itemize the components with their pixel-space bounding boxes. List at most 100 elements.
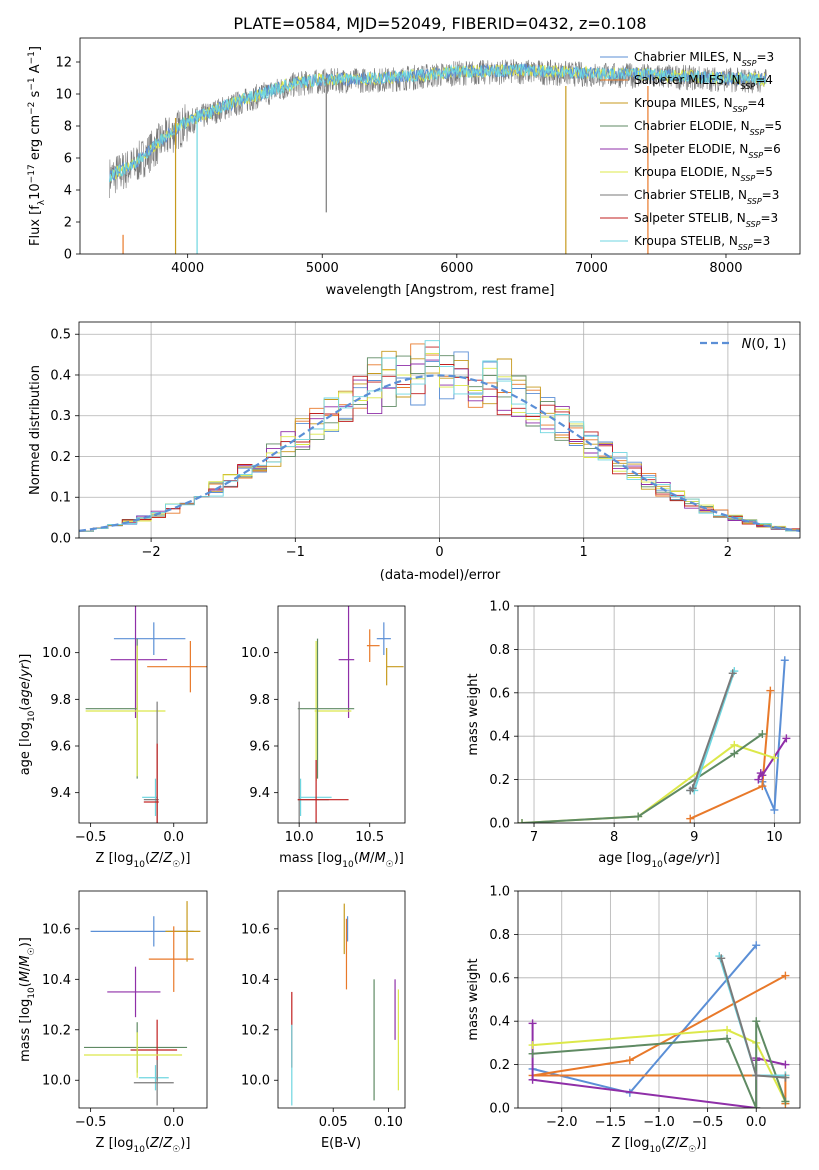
y-tick-label: 10.0 [241,646,270,661]
weight-line [689,690,772,820]
weight_vs_Z-xlabel: Z [log10(Z/Z☉)] [612,1136,707,1155]
label-part: Z [149,1136,160,1151]
spectrum-marks [109,59,767,254]
legend-tail: =3 [762,188,780,202]
label-part: / [18,966,33,971]
y-tick-label: 10.0 [42,1074,71,1089]
y-tick-label: 10.4 [241,973,270,988]
x-tick-label: 0.0 [163,830,184,845]
label-part: / [18,676,33,681]
label-part: Z [162,1136,173,1151]
label-part: 10 [28,183,43,200]
mass_vs_ebv-clipped [291,903,399,1106]
legend-label: Chabrier MILES, NSSP=3 [634,50,774,68]
legend-label: Kroupa STELIB, NSSP=3 [634,234,770,252]
y-tick-label: 10.0 [42,646,71,661]
y-tick-label: 10.2 [42,1023,71,1038]
label-part: ( [354,851,359,866]
legend-label: Kroupa MILES, NSSP=4 [634,96,765,114]
y-tick-label: 1.0 [489,885,510,900]
x-tick-label: 6000 [440,261,473,276]
label-part: )] [180,1136,190,1151]
weight_vs_age-xlabel: age [log10(age/yr)] [598,851,720,870]
label-part: ( [661,1136,666,1151]
mass_vs_Z-axes: −0.5 0.0 10.0 10.2 10.4 10.6 [42,922,184,1130]
y-tick-label: 9.8 [249,693,270,708]
age_vs_mass-marks [297,606,404,823]
age_vs_Z-ylabel: age [log10(age/yr)] [18,654,37,776]
y-tick-label: 1.0 [489,600,510,615]
label-part: / [159,851,164,866]
age_vs_Z-axes: −0.5 0.0 9.4 9.6 9.8 10.0 [42,646,184,845]
age_vs_mass-frame [277,605,406,824]
y-tick-label: 10.2 [241,1023,270,1038]
y-tick-label: 0.3 [50,409,71,424]
weight-line [521,743,775,823]
normal-curve [79,374,800,532]
weight_vs_age-frame [517,605,801,824]
y-tick-label: 0.2 [489,1058,510,1073]
x-tick-label: 10 [766,830,783,845]
y-tick-label: 2 [64,216,72,231]
y-tick-label: 9.6 [249,740,270,755]
mass_vs_ebv-xlabel: E(B-V) [321,1136,361,1151]
weight_vs_Z-clipped [528,941,790,1108]
label-part: / [370,851,375,866]
label-part: 10 [27,987,37,999]
legend-tail: =4 [747,96,765,110]
legend-label: Salpeter MILES, NSSP=4 [634,73,773,91]
model-spectrum-line [109,62,767,183]
label-part: ( [145,1136,150,1151]
figure-title: PLATE=0584, MJD=52049, FIBERID=0432, z=0… [233,14,646,33]
y-tick-label: 0.0 [489,1102,510,1117]
legend-label: Chabrier STELIB, NSSP=3 [634,188,779,206]
x-tick-label: −1.0 [643,1115,675,1130]
legend-text: Chabrier MILES, N [634,50,742,64]
y-tick-label: 9.8 [50,693,71,708]
label-part: age [18,681,33,705]
label-part: Z [162,851,173,866]
label-part: )] [18,654,33,664]
label-part: Z [678,1136,689,1151]
x-tick-label: 9 [690,830,698,845]
label-part: 10 [133,1145,145,1155]
legend-sub: SSP [742,59,757,68]
label-part: 10 [27,710,37,722]
label-part: −1 [27,51,37,64]
x-tick-label: 0 [435,545,443,560]
legend-text: Kroupa ELODIE, N [634,165,741,179]
label-part: M [18,955,33,966]
legend-tail: =5 [755,165,773,179]
label-part: ] [28,46,43,51]
legend-tail: =6 [763,142,781,156]
label-part: 10 [651,860,663,870]
x-tick-label: 0.0 [163,1115,184,1130]
x-tick-label: 0.0 [746,1115,767,1130]
spectrum-clipped [109,59,767,254]
label-part: M [359,851,370,866]
spectrum-axes: 4000 5000 6000 7000 8000 0 2 4 6 8 10 12 [55,56,742,277]
spectrum-xlabel: wavelength [Angstrom, rest frame] [326,283,555,298]
label-part: age [668,851,692,866]
label-part: mass [log [279,851,342,866]
residuals-marks [79,340,800,538]
label-part: −1 [27,77,37,90]
residuals-xlabel: (data-model)/error [380,568,501,583]
legend-tail: =3 [756,50,774,64]
x-tick-label: 7 [530,830,538,845]
label-part: M [374,851,385,866]
x-tick-label: 0.10 [374,1115,403,1130]
legend-text: Salpeter ELODIE, N [634,142,748,156]
legend-sub: SSP [741,82,756,91]
legend-label: Chabrier ELODIE, NSSP=5 [634,119,782,137]
legend-sub: SSP [748,151,763,160]
histogram-series [79,340,800,538]
y-tick-label: 9.4 [249,786,270,801]
legend-sub: SSP [741,174,756,183]
label-part: Z [log [96,1136,134,1151]
label-part: Flux [f [28,205,43,246]
y-tick-label: 0.6 [489,686,510,701]
mass_vs_Z-marks [83,901,201,1106]
y-tick-label: 10.6 [241,922,270,937]
